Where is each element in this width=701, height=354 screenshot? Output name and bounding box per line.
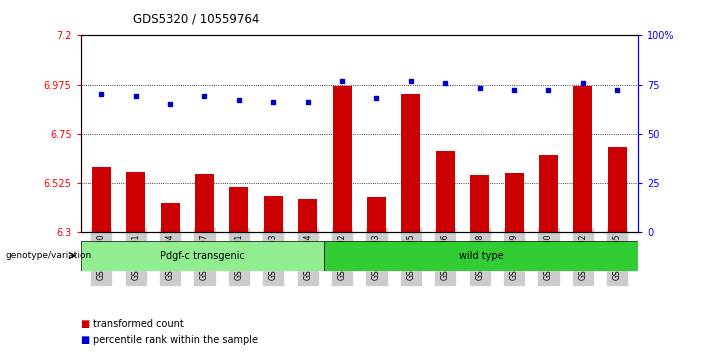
Bar bbox=[195, 174, 214, 232]
Text: percentile rank within the sample: percentile rank within the sample bbox=[93, 335, 258, 345]
FancyBboxPatch shape bbox=[325, 241, 638, 271]
Bar bbox=[436, 151, 455, 232]
Bar bbox=[402, 95, 421, 232]
Bar bbox=[264, 196, 283, 232]
Text: ■: ■ bbox=[81, 335, 90, 345]
Bar bbox=[539, 155, 558, 232]
Text: Pdgf-c transgenic: Pdgf-c transgenic bbox=[160, 251, 245, 261]
Bar bbox=[92, 167, 111, 232]
Bar bbox=[161, 204, 179, 232]
Bar bbox=[367, 197, 386, 232]
FancyBboxPatch shape bbox=[81, 241, 325, 271]
Bar bbox=[608, 147, 627, 232]
Bar bbox=[332, 86, 351, 232]
Bar bbox=[505, 173, 524, 232]
Text: ■: ■ bbox=[81, 319, 90, 329]
Bar bbox=[298, 199, 317, 232]
Bar bbox=[470, 175, 489, 232]
Text: GDS5320 / 10559764: GDS5320 / 10559764 bbox=[133, 12, 259, 25]
Bar bbox=[229, 187, 248, 232]
Text: wild type: wild type bbox=[459, 251, 503, 261]
Bar bbox=[126, 172, 145, 232]
Text: transformed count: transformed count bbox=[93, 319, 184, 329]
Text: genotype/variation: genotype/variation bbox=[6, 251, 92, 260]
Bar bbox=[573, 86, 592, 232]
